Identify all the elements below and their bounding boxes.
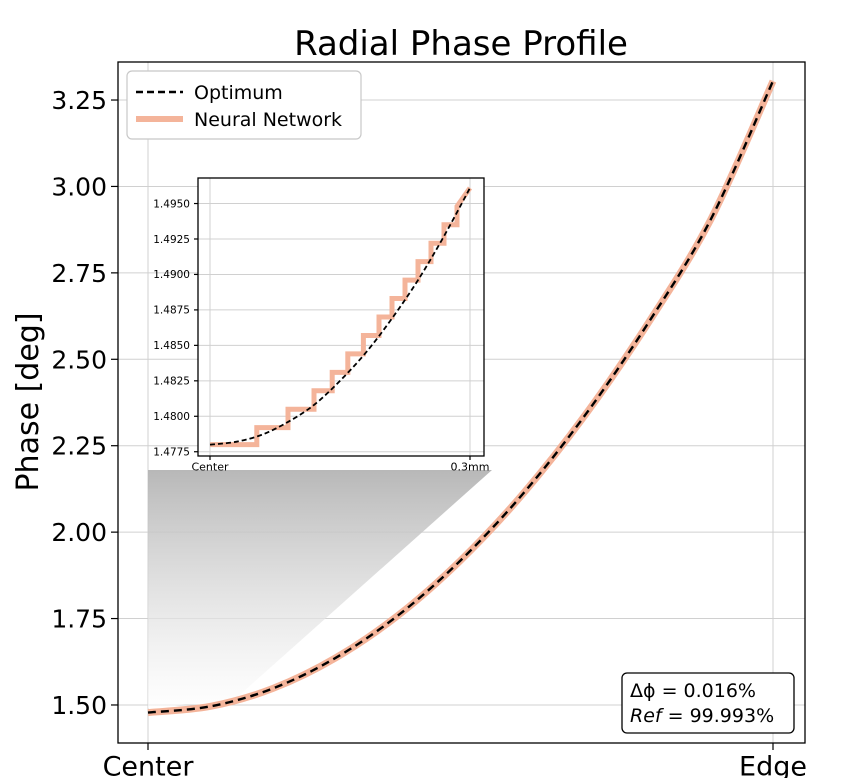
y-tick-label: 1.4775 xyxy=(153,447,190,459)
y-tick-label: 3.00 xyxy=(51,172,107,201)
legend-label-optimum: Optimum xyxy=(194,82,283,104)
legend-label-neural-network: Neural Network xyxy=(194,109,342,131)
main-plot-frame xyxy=(117,61,806,744)
series-neural-network-line xyxy=(210,186,473,448)
inset-frame xyxy=(197,177,485,457)
x-tick-label: Center xyxy=(103,752,195,778)
inset-series-group xyxy=(209,186,473,448)
inset-grid xyxy=(198,178,484,456)
main-axis-ticks: 1.50 1.75 2.00 2.25 2.50 2.75 3.00 3.25 Center Ed… xyxy=(51,86,807,778)
annotation-box xyxy=(621,672,795,734)
y-tick-label: 1.4850 xyxy=(153,340,190,352)
zoom-connector-wedge xyxy=(148,470,492,708)
y-tick-label: 3.25 xyxy=(51,86,107,115)
y-tick-label: 2.50 xyxy=(51,345,107,374)
y-tick-label: 1.4925 xyxy=(153,234,190,246)
y-tick-label: 1.4800 xyxy=(153,411,190,423)
ref-value: = 99.993% xyxy=(662,705,775,727)
legend-box xyxy=(126,70,362,140)
y-tick-label: 1.4825 xyxy=(153,376,190,388)
main-series-group xyxy=(147,79,777,717)
inset-axis-ticks: 1.4775 1.4800 1.4825 1.4850 1.4875 1.4900 1.49… xyxy=(153,198,489,473)
ref-name: Ref xyxy=(630,705,665,727)
y-tick-label: 1.4900 xyxy=(153,269,190,281)
y-tick-label: 2.75 xyxy=(51,259,107,288)
y-tick-label: 2.00 xyxy=(51,518,107,547)
series-optimum-line xyxy=(147,80,775,714)
inset-background xyxy=(198,178,484,456)
x-tick-label: Edge xyxy=(739,752,807,778)
chart-title: Radial Phase Profile xyxy=(294,24,628,64)
metrics-annotation: Δϕ = 0.016% Ref = 99.993% xyxy=(621,672,795,734)
y-axis-label: Phase [deg] xyxy=(11,312,46,491)
delta-phi-text: Δϕ = 0.016% xyxy=(630,680,756,702)
y-tick-label: 2.25 xyxy=(51,432,107,461)
inset-zoom-plot: 1.4775 1.4800 1.4825 1.4850 1.4875 1.4900 1.49… xyxy=(153,177,489,473)
x-tick-label: Center xyxy=(191,460,229,473)
legend: Optimum Neural Network xyxy=(126,70,362,140)
y-tick-label: 1.75 xyxy=(51,605,107,634)
x-tick-label: 0.3mm xyxy=(451,460,490,473)
y-tick-label: 1.4875 xyxy=(153,305,190,317)
series-optimum-line xyxy=(209,187,471,446)
y-tick-label: 1.50 xyxy=(51,691,107,720)
ref-text: Ref = 99.993% xyxy=(630,705,774,727)
y-tick-label: 1.4950 xyxy=(153,198,190,210)
